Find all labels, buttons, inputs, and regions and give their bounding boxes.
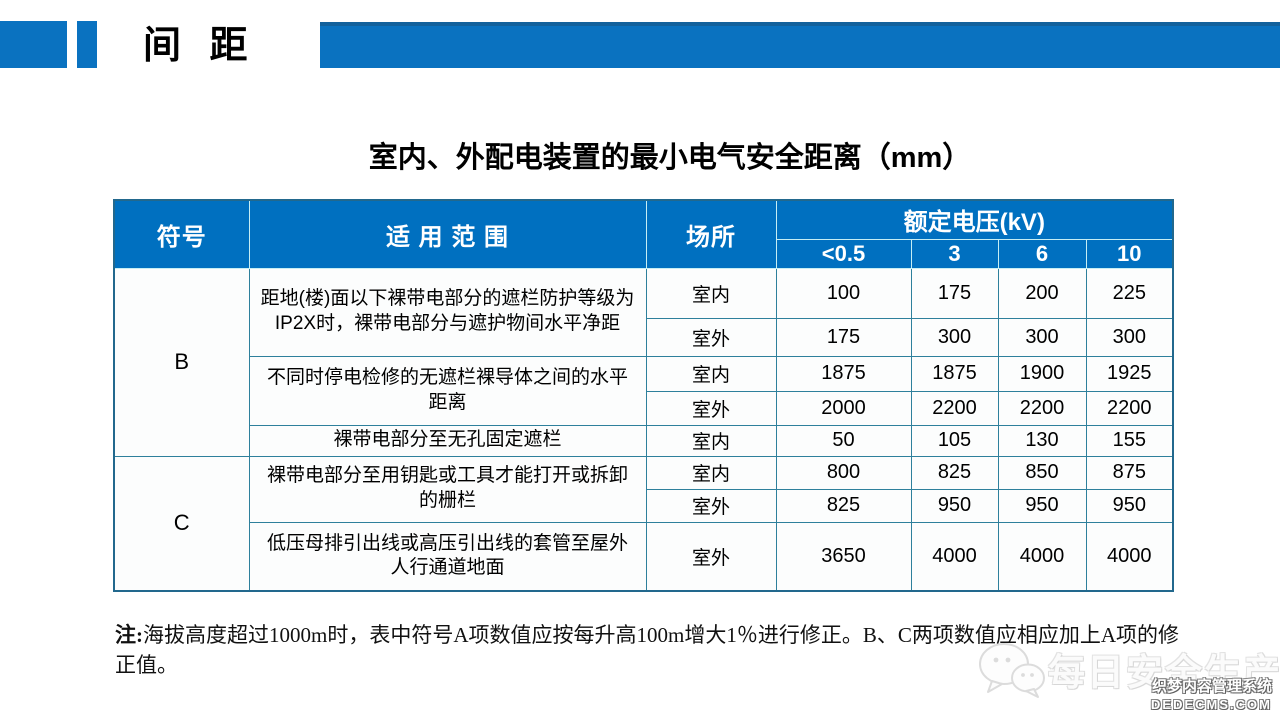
place-cell: 室内 [645,355,777,392]
value-cell: 825 [910,455,999,490]
col-header-symbol: 符号 [113,199,250,269]
value-cell: 875 [1085,455,1174,490]
footnote-prefix: 注: [115,623,143,647]
col-header-voltage-6: 6 [997,238,1087,269]
header-accent-block [0,21,67,68]
scope-cell: 不同时停电检修的无遮栏裸导体之间的水平距离 [248,355,647,426]
scope-cell: 裸带电部分至无孔固定遮栏 [248,424,647,457]
place-cell: 室外 [645,521,777,592]
cms-watermark-name: 织梦内容管理系统 [1151,678,1272,695]
col-header-voltage-10: 10 [1085,238,1174,269]
table-row: 室外 175 300 300 300 [114,317,1174,357]
place-cell: 室内 [645,267,777,319]
wechat-bubbles-icon [979,643,1045,698]
place-cell: 室外 [645,390,777,426]
col-header-scope: 适 用 范 围 [248,199,647,269]
place-cell: 室外 [645,317,777,357]
col-header-place: 场所 [645,199,777,269]
value-cell: 800 [775,455,912,490]
value-cell: 4000 [997,521,1087,592]
header-accent-stripe [77,21,97,68]
value-cell: 2200 [1085,390,1174,426]
value-cell: 175 [775,317,912,357]
value-cell: 105 [910,424,999,457]
place-cell: 室内 [645,455,777,490]
scope-cell: 低压母排引出线或高压引出线的套管至屋外人行通道地面 [248,521,647,592]
value-cell: 175 [910,267,999,319]
scope-cell: 裸带电部分至用钥匙或工具才能打开或拆卸的栅栏 [248,455,647,523]
value-cell: 155 [1085,424,1174,457]
header-accent-bar [320,22,1280,68]
value-cell: 1875 [910,355,999,392]
table-row: C 裸带电部分至用钥匙或工具才能打开或拆卸的栅栏 室内 800 825 850 … [113,455,1174,592]
place-cell: 室外 [645,488,777,523]
value-cell: 1875 [775,355,912,392]
value-cell: 2200 [997,390,1087,426]
table-title: 室内、外配电装置的最小电气安全距离（mm） [368,142,972,174]
value-cell: 300 [910,317,999,357]
value-cell: 300 [1085,317,1174,357]
value-cell: 2000 [775,390,912,426]
table-row: 裸带电部分至无孔固定遮栏 室内 50 105 130 155 [114,424,1174,457]
col-header-voltage-3: 3 [910,238,999,269]
value-cell: 1925 [1085,355,1174,392]
value-cell: 225 [1085,267,1174,319]
value-cell: 130 [997,424,1087,457]
value-cell: 2200 [910,390,999,426]
col-header-voltage-group: 额定电压(kV) [775,199,1174,240]
symbol-cell-c: C [113,455,250,592]
value-cell: 950 [910,488,999,523]
value-cell: 950 [1085,488,1174,523]
table-row: 室外 2000 2200 2200 2200 [114,390,1174,426]
value-cell: 200 [997,267,1087,319]
value-cell: 50 [775,424,912,457]
table-row: 室外 825 950 950 950 [114,488,1174,523]
cms-watermark-domain: DEDECMS.COM [1151,696,1272,712]
value-cell: 4000 [910,521,999,592]
value-cell: 850 [997,455,1087,490]
value-cell: 950 [997,488,1087,523]
cms-watermark: 织梦内容管理系统 DEDECMS.COM [1151,678,1272,713]
value-cell: 825 [775,488,912,523]
footnote: 注:海拔高度超过1000m时，表中符号A项数值应按每升高100m增大1％进行修正… [115,620,1183,681]
col-header-voltage-05: <0.5 [775,238,912,269]
scope-cell: 距地(楼)面以下裸带电部分的遮栏防护等级为IP2X时，裸带电部分与遮护物间水平净… [248,267,647,357]
value-cell: 3650 [775,521,912,592]
value-cell: 100 [775,267,912,319]
value-cell: 4000 [1085,521,1174,592]
footnote-text: 海拔高度超过1000m时，表中符号A项数值应按每升高100m增大1％进行修正。B… [115,623,1180,678]
page-title: 间 距 [143,25,257,67]
table-row: 低压母排引出线或高压引出线的套管至屋外人行通道地面 室外 3650 4000 4… [114,521,1174,592]
safety-distance-table: 符号 适 用 范 围 场所 额定电压(kV) <0.5 3 6 10 B 距地(… [113,199,1175,592]
watermark-brand-text: 每日安全生产 [1048,652,1280,693]
table-row: 不同时停电检修的无遮栏裸导体之间的水平距离 室内 1875 1875 1900 … [114,355,1174,426]
table-row: B 距地(楼)面以下裸带电部分的遮栏防护等级为IP2X时，裸带电部分与遮护物间水… [113,267,1174,457]
place-cell: 室内 [645,424,777,457]
value-cell: 300 [997,317,1087,357]
value-cell: 1900 [997,355,1087,392]
symbol-cell-b: B [113,267,250,457]
